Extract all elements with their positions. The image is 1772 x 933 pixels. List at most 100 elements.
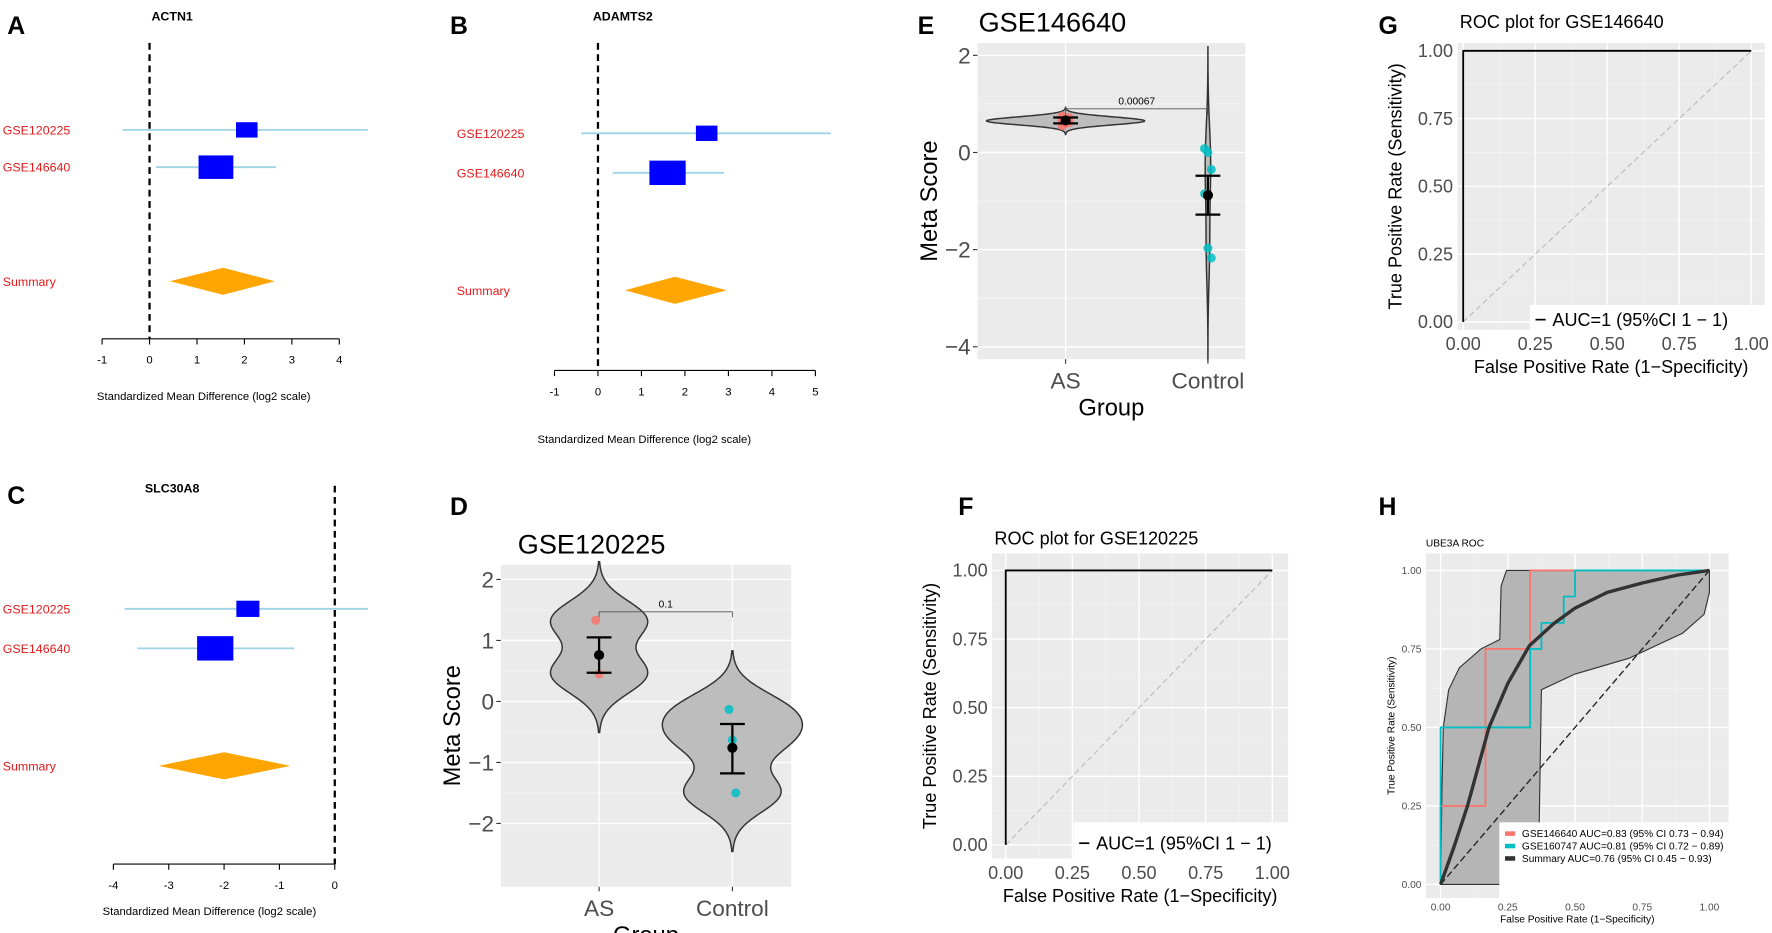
plot-title: ROC plot for GSE120225 (994, 528, 1198, 548)
x-tick-label: 0.00 (988, 863, 1023, 883)
legend-box (1499, 822, 1731, 901)
y-tick-label: −4 (945, 335, 971, 360)
plot-title: ROC plot for GSE146640 (1460, 12, 1664, 32)
y-tick-label: 0.50 (1418, 177, 1453, 197)
x-tick-label: 0.00 (1446, 334, 1481, 354)
x-axis-label: Group (1078, 396, 1144, 422)
data-point (1203, 243, 1213, 253)
data-point (724, 704, 734, 714)
x-tick-label: 0.00 (1431, 902, 1451, 913)
panel-label-e: E (918, 13, 935, 40)
x-tick-label: 1 (194, 355, 200, 367)
x-axis-label: False Positive Rate (1−Specificity) (1500, 914, 1654, 925)
study-label: GSE146640 (3, 161, 71, 175)
data-point (1203, 147, 1213, 158)
x-tick-label: 0.50 (1590, 334, 1625, 354)
forest-title: ADAMTS2 (593, 9, 653, 23)
effect-size-box (236, 122, 258, 138)
plot-title: GSE146640 (979, 7, 1127, 38)
legend-label: AUC=1 (95%CI 1 − 1) (1096, 834, 1272, 854)
x-tick-label: 0 (595, 386, 601, 398)
y-tick-label: 0 (958, 140, 971, 165)
x-tick-label: 5 (812, 386, 818, 398)
legend-label: GSE146640 AUC=0.83 (95% CI 0.73 − 0.94) (1522, 829, 1724, 840)
x-tick-label: Control (1172, 369, 1245, 394)
x-axis-label: False Positive Rate (1−Specificity) (1003, 886, 1278, 906)
forest-title: SLC30A8 (145, 481, 200, 495)
legend-label: Summary AUC=0.76 (95% CI 0.45 − 0.93) (1522, 854, 1712, 865)
x-tick-label: 0.75 (1188, 863, 1223, 883)
y-tick-label: 0.25 (1402, 801, 1422, 812)
data-point (1206, 253, 1216, 263)
effect-size-box (695, 125, 718, 141)
significance-bracket (1065, 108, 1209, 115)
y-tick-label: −2 (468, 811, 494, 836)
effect-size-box (197, 636, 234, 661)
study-label: GSE120225 (3, 602, 71, 616)
x-tick-label: 3 (725, 386, 731, 398)
x-axis-label: False Positive Rate (1−Specificity) (1474, 357, 1749, 377)
data-point (591, 615, 601, 625)
x-tick-label: 0 (332, 880, 338, 892)
x-tick-label: 0.25 (1518, 334, 1553, 354)
x-tick-label: 4 (769, 386, 775, 398)
y-tick-label: 1.00 (1402, 566, 1422, 577)
roc-curve (1462, 49, 1752, 322)
panel-label-c: C (7, 483, 25, 510)
x-tick-label: AS (1051, 369, 1081, 394)
x-tick-label: 2 (241, 355, 247, 367)
x-tick-label: 1.00 (1255, 863, 1290, 883)
x-tick-label: 0.75 (1632, 902, 1652, 913)
effect-size-box (236, 600, 260, 617)
x-tick-label: 2 (682, 386, 688, 398)
plot-title: UBE3A ROC (1426, 539, 1484, 550)
summary-label: Summary (457, 284, 511, 298)
panel-label-b: B (450, 13, 468, 40)
mean-point (727, 742, 738, 753)
y-axis-label: True Positive Rate (Sensitivity) (1386, 656, 1397, 794)
diagonal-reference-line (1462, 50, 1752, 323)
y-axis-label: True Positive Rate (Sensitivity) (1386, 63, 1406, 309)
data-point (731, 788, 741, 798)
x-axis-label: Standardized Mean Difference (log2 scale… (97, 391, 311, 403)
x-tick-label: -1 (97, 355, 107, 367)
effect-size-box (649, 160, 686, 186)
y-tick-label: 0.25 (1418, 244, 1453, 264)
diagonal-reference-line (1440, 569, 1710, 885)
y-tick-label: 1 (481, 628, 494, 653)
summary-label: Summary (3, 759, 57, 773)
mean-point (1060, 115, 1071, 126)
summary-diamond (624, 276, 727, 304)
forest-title: ACTN1 (151, 9, 192, 23)
legend-box (1073, 822, 1291, 865)
mean-point (594, 650, 605, 661)
study-label: GSE120225 (3, 123, 71, 137)
summary-diamond (158, 752, 291, 780)
x-tick-label: -1 (549, 386, 559, 398)
study-label: GSE146640 (457, 166, 525, 180)
x-tick-label: -3 (164, 880, 174, 892)
roc-curve (1439, 569, 1710, 885)
y-tick-label: 0.50 (953, 698, 988, 718)
y-tick-label: −1 (468, 750, 494, 775)
x-tick-label: -2 (219, 880, 229, 892)
summary-diamond (169, 267, 275, 295)
y-axis-label: Meta Score (440, 665, 466, 786)
x-tick-label: -4 (108, 880, 118, 892)
legend-label: AUC=1 (95%CI 1 − 1) (1552, 310, 1728, 330)
x-tick-label: 1 (638, 386, 644, 398)
y-tick-label: 0.75 (953, 629, 988, 649)
p-value-label: 0.00067 (1118, 96, 1155, 107)
data-point (1206, 164, 1216, 175)
x-axis-label: Standardized Mean Difference (log2 scale… (103, 906, 317, 918)
plot-title: GSE120225 (518, 528, 666, 559)
study-label: GSE120225 (457, 127, 525, 141)
legend-label: GSE160747 AUC=0.81 (95% CI 0.72 − 0.89) (1522, 842, 1724, 853)
panel-label-d: D (450, 494, 468, 521)
y-tick-label: 1.00 (953, 561, 988, 581)
x-tick-label: Control (696, 896, 769, 921)
y-tick-label: 0.75 (1418, 109, 1453, 129)
y-tick-label: 2 (481, 567, 494, 592)
x-tick-label: 0.25 (1498, 902, 1518, 913)
